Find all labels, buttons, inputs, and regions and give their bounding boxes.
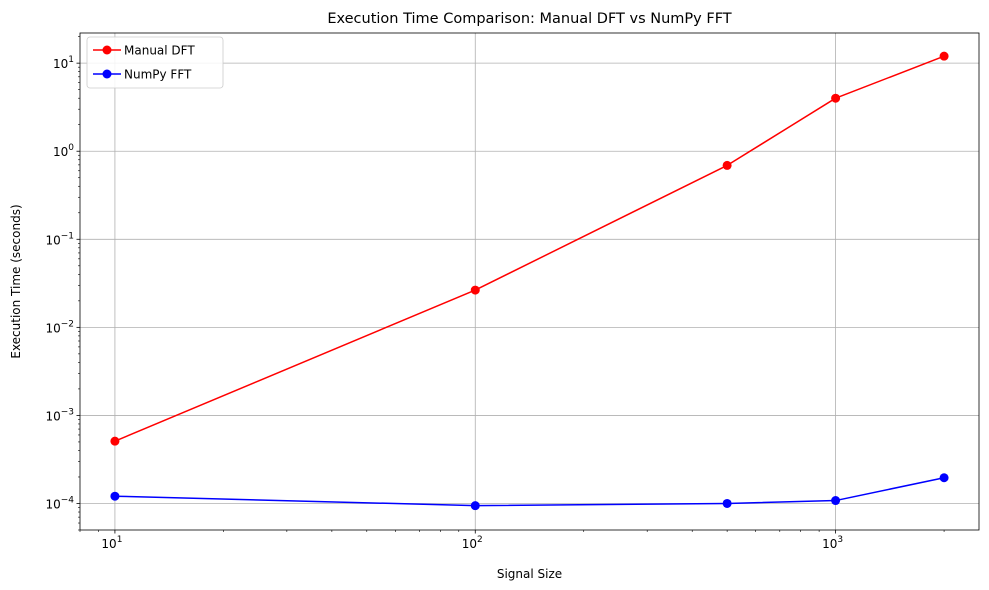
y-tick-label: 10−2 [45,319,74,335]
y-tick-label: 10−1 [45,231,74,247]
data-point-numpy-fft [470,501,480,511]
y-tick-label: 100 [53,143,74,159]
data-point-manual-dft [722,160,732,170]
legend-marker-numpy-fft [102,69,112,79]
series-layer [110,51,949,511]
data-point-numpy-fft [939,473,949,483]
data-point-numpy-fft [831,496,841,506]
data-point-manual-dft [939,51,949,61]
y-axis-label: Execution Time (seconds) [9,204,23,358]
legend-label-numpy-fft: NumPy FFT [124,68,192,82]
data-point-manual-dft [470,285,480,295]
y-tick-label: 101 [53,55,74,71]
y-tick-label: 10−3 [45,407,74,423]
data-point-numpy-fft [110,491,120,501]
series-line-numpy-fft [114,477,945,507]
major-ticks [76,62,837,534]
series-line-manual-dft [114,55,945,442]
y-tick-label: 10−4 [45,495,74,511]
grid-lines [80,33,979,530]
data-point-manual-dft [110,436,120,446]
chart-title: Execution Time Comparison: Manual DFT vs… [327,11,731,27]
x-tick-label: 102 [462,535,483,551]
x-tick-label: 101 [101,535,122,551]
x-axis-label: Signal Size [497,567,562,581]
legend-marker-manual-dft [102,45,112,55]
plot-frame [79,32,980,531]
legend-label-manual-dft: Manual DFT [124,44,195,58]
legend: Manual DFT NumPy FFT [86,36,224,89]
data-point-numpy-fft [722,498,732,508]
x-tick-label: 103 [822,535,843,551]
data-point-manual-dft [831,93,841,103]
